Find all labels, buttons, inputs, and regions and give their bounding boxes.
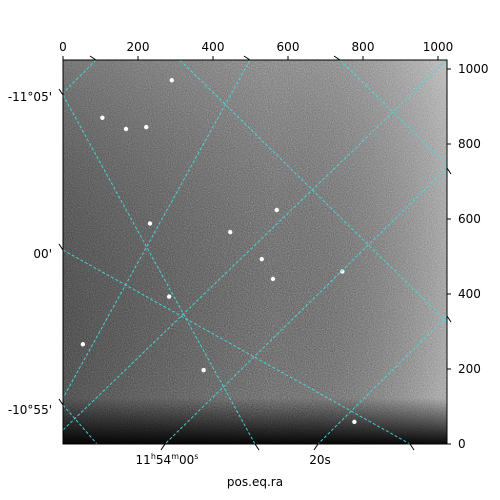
- top-tick-label-4: 800: [352, 40, 375, 54]
- world-axes: 11h54m00s 20s -11°05' 00' -10°55' pos.eq…: [8, 55, 452, 489]
- right-tick-label-2: 400: [458, 287, 481, 301]
- right-tick-label-3: 600: [458, 212, 481, 226]
- dec-tick-label-0: -11°05': [8, 90, 52, 104]
- source-2: [144, 124, 149, 130]
- world-tick-6: [160, 443, 166, 451]
- source-0: [169, 78, 174, 83]
- grid-line-8: [63, 404, 98, 444]
- world-tick-1: [243, 55, 251, 61]
- right-tick-label-4: 800: [458, 137, 481, 151]
- source-12: [352, 419, 357, 425]
- right-tick-label-5: 1000: [458, 62, 489, 76]
- source-9: [340, 269, 345, 274]
- source-6: [228, 229, 233, 235]
- x-axis-title: pos.eq.ra: [227, 475, 283, 489]
- world-tick-3: [58, 88, 64, 96]
- world-tick-9: [409, 443, 415, 451]
- top-tick-label-2: 400: [202, 40, 225, 54]
- grid-line-9: [179, 60, 447, 323]
- grid-line-0: [63, 60, 97, 94]
- ra-tick-label-0: 11h54m00s: [136, 452, 199, 467]
- grid-line-1: [63, 60, 251, 399]
- grid-line-3: [164, 167, 447, 444]
- source-4: [147, 221, 153, 226]
- world-tick-8: [313, 443, 319, 451]
- world-tick-0: [89, 55, 97, 61]
- source-10: [201, 367, 206, 373]
- grid-line-2: [63, 60, 447, 431]
- dec-tick-label-1: 00': [33, 247, 52, 261]
- source-3: [123, 126, 129, 132]
- grid-line-4: [317, 315, 447, 444]
- ra-tick-label-1: 20s: [309, 453, 331, 467]
- world-tick-11: [446, 315, 452, 323]
- source-8: [166, 294, 172, 299]
- source-11: [80, 342, 86, 347]
- grid-line-7: [63, 249, 411, 444]
- world-tick-2: [333, 55, 341, 61]
- source-5: [274, 207, 279, 213]
- coordinate-grid: [63, 60, 447, 444]
- source-13: [270, 276, 276, 282]
- right-tick-label-0: 0: [458, 437, 466, 451]
- dec-tick-label-2: -10°55': [8, 403, 52, 417]
- top-pixel-axis: 0 200 400 600 800 1000: [59, 40, 453, 60]
- world-tick-4: [58, 243, 64, 251]
- top-tick-label-0: 0: [59, 40, 67, 54]
- image-gradient-vertical: [63, 60, 447, 444]
- top-tick-label-5: 1000: [423, 40, 454, 54]
- top-tick-label-3: 600: [277, 40, 300, 54]
- source-1: [100, 115, 105, 120]
- right-tick-label-1: 200: [458, 362, 481, 376]
- source-7: [259, 256, 264, 262]
- image-area: [63, 60, 447, 444]
- grid-line-6: [63, 94, 256, 444]
- sources-layer: [80, 78, 357, 425]
- right-pixel-axis: 0 200 400 600 800 1000: [447, 62, 489, 451]
- world-tick-7: [254, 443, 260, 451]
- top-tick-label-1: 200: [127, 40, 150, 54]
- world-tick-10: [446, 167, 452, 175]
- world-tick-5: [58, 398, 64, 406]
